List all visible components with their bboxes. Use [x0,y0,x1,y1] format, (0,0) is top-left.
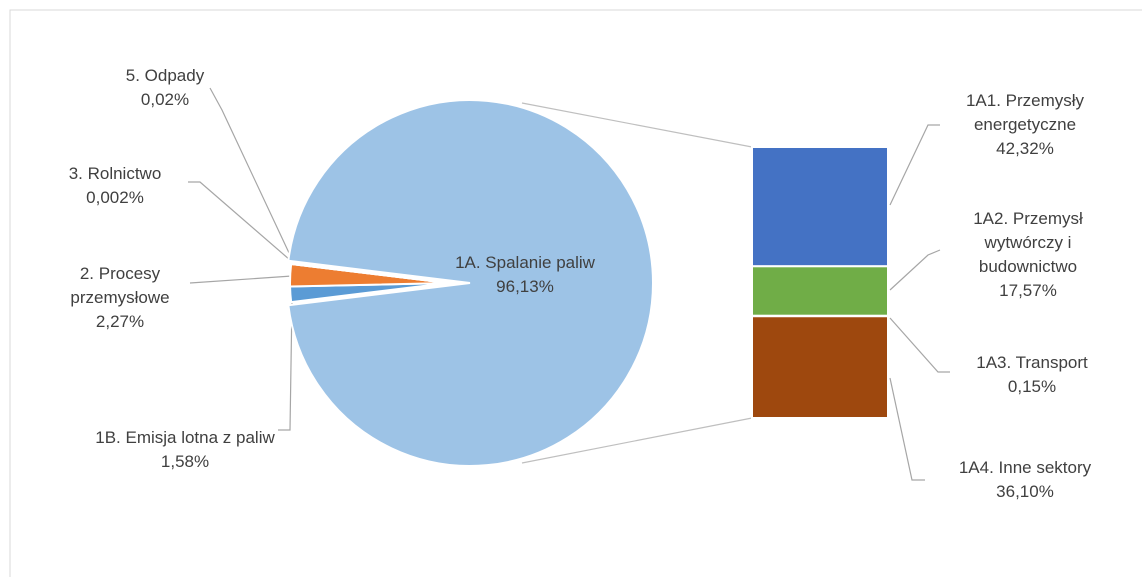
connector-line [521,102,753,148]
leader-line [889,377,925,481]
label-text: 2. Procesy przemysłowe [70,264,170,307]
leader-lines [188,87,950,481]
leader-line [889,124,940,206]
label-text: 1A. Spalanie paliw [455,253,595,272]
label-text: 42,32% [996,139,1054,158]
pie-slice [290,262,449,284]
label-text: 17,57% [999,281,1057,300]
data-label: 2. Procesy przemysłowe 2,27% [45,262,195,334]
leader-line [188,181,291,261]
data-label: 1A2. Przemysł wytwórczy i budownictwo 17,… [943,207,1113,303]
data-label: 1A1. Przemysły energetyczne 42,32% [940,89,1110,161]
label-text: 96,13% [496,277,554,296]
pie-slice [287,99,654,467]
data-label: 1A4. Inne sektory 36,10% [935,456,1115,504]
data-label: 3. Rolnictwo 0,002% [45,162,185,210]
label-text: 1B. Emisja lotna z paliw [95,428,275,447]
bar-segment [751,315,889,420]
leader-line [209,87,291,256]
label-text: 0,002% [86,188,144,207]
label-text: 5. Odpady [125,66,205,85]
leader-line [278,299,293,431]
data-label: 5. Odpady 0,02% [105,64,225,112]
leader-line [889,317,950,373]
leader-line [889,249,941,291]
label-text: 3. Rolnictwo [68,164,162,183]
label-text: 0,02% [140,90,190,109]
connector-line [521,417,753,464]
label-text: 1A1. Przemysły energetyczne [965,91,1085,134]
bar-segment [751,146,889,268]
chart-frame [9,9,1142,577]
label-text: 2,27% [95,312,145,331]
label-text: 1A4. Inne sektory [958,458,1092,477]
data-label: 1A3. Transport 0,15% [947,351,1117,399]
leader-line [189,275,293,284]
label-text: 36,10% [996,482,1054,501]
label-text: 0,15% [1007,377,1057,396]
label-text: 1A3. Transport [976,353,1088,372]
label-text: 1A2. Przemysł wytwórczy i budownictwo [973,209,1083,276]
data-label: 1A. Spalanie paliw 96,13% [450,251,600,299]
data-label: 1B. Emisja lotna z paliw 1,58% [80,426,290,474]
connector-lines [521,102,753,464]
label-text: 1,58% [160,452,210,471]
bar-segment [751,265,889,317]
